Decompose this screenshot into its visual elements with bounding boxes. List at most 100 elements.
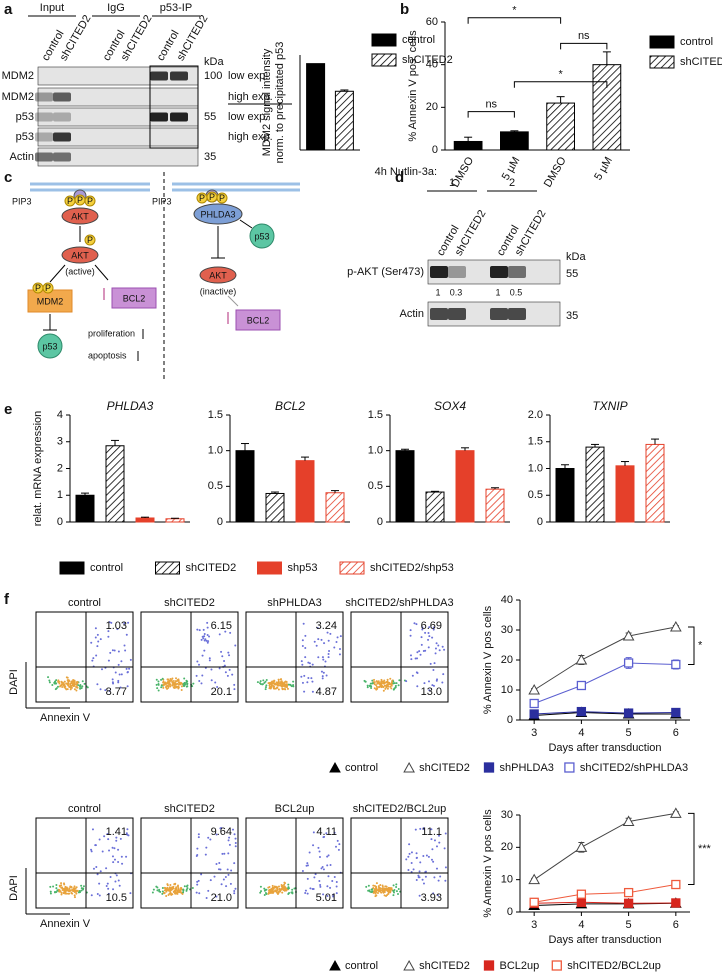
flow-dot — [196, 628, 199, 631]
flow-dot — [156, 889, 159, 892]
flow-dot — [207, 836, 210, 839]
flow-dot — [71, 889, 74, 892]
flow-dot — [262, 679, 265, 682]
flow-dot — [371, 890, 374, 893]
flow-dot — [129, 658, 132, 661]
flow-dot — [234, 841, 237, 844]
flow-dot — [53, 682, 56, 685]
flow-dot — [286, 687, 289, 690]
flow-dot — [438, 841, 441, 844]
group-label: IgG — [107, 2, 125, 14]
exposure-label: high exp. — [228, 131, 273, 143]
flow-dot — [427, 646, 430, 649]
y-tick-label: 2.0 — [528, 409, 543, 421]
flow-dot — [392, 894, 395, 897]
flow-dot — [442, 673, 445, 676]
flow-dot — [220, 883, 223, 886]
flow-dot — [220, 650, 223, 653]
flow-dot — [69, 885, 72, 888]
flow-dot — [60, 893, 63, 896]
band — [170, 71, 188, 81]
quadrant-value: 10.5 — [106, 892, 127, 904]
row-label: Actin — [400, 308, 424, 320]
flow-dot — [202, 637, 205, 640]
bracket — [688, 626, 695, 665]
flow-dot — [312, 844, 315, 847]
bracket — [467, 111, 515, 118]
x-axis-label: Days after transduction — [548, 742, 661, 754]
bar — [135, 517, 155, 523]
flow-dot — [376, 891, 379, 894]
legend-swatch — [649, 35, 675, 49]
flow-dot — [321, 865, 324, 868]
flow-dot — [68, 887, 71, 890]
y-tick-label: 0 — [507, 714, 513, 726]
point — [671, 898, 681, 908]
flow-dot — [375, 684, 378, 687]
point — [671, 707, 681, 718]
legend-label: control — [345, 960, 378, 972]
flow-dot — [264, 686, 267, 689]
flow-dot — [117, 679, 120, 682]
flow-dot — [224, 875, 227, 878]
flow-dot — [65, 889, 68, 892]
flow-dot — [62, 684, 65, 687]
flow-dot — [280, 682, 283, 685]
flow-dot — [430, 828, 433, 831]
quadrant-value: 1.41 — [106, 826, 127, 838]
flow-dot — [81, 887, 84, 890]
flow-dot — [169, 884, 172, 887]
flow-dot — [57, 680, 60, 683]
point — [671, 659, 681, 670]
flow-dot — [175, 677, 178, 680]
flow-dot — [163, 889, 166, 892]
flow-dot — [86, 686, 89, 689]
flow-dot — [292, 684, 295, 687]
flow-dot — [377, 680, 380, 683]
flow-dot — [373, 888, 376, 891]
flow-dot — [369, 684, 372, 687]
bar — [395, 450, 415, 523]
band — [448, 266, 466, 278]
flow-dot — [123, 644, 126, 647]
y-tick-label: 0 — [432, 144, 438, 156]
y-tick-label: 0 — [217, 516, 223, 528]
line — [533, 626, 676, 691]
quadrant-value: 13.0 — [421, 686, 442, 698]
quadrant-value: 21.0 — [211, 892, 232, 904]
flow-dot — [369, 682, 372, 685]
flow-dot — [62, 682, 65, 685]
flow-dot — [326, 864, 329, 867]
flow-dot — [205, 896, 208, 899]
flow-axis-arrow — [25, 662, 70, 709]
flow-dot — [195, 854, 198, 857]
bar — [105, 445, 125, 523]
flow-dot — [379, 683, 382, 686]
band — [448, 308, 466, 320]
flow-dot — [327, 639, 330, 642]
flow-dot — [171, 680, 174, 683]
flow-dot — [51, 683, 54, 686]
flow-dot — [432, 668, 435, 671]
flow-dot — [69, 684, 72, 687]
flow-dot — [274, 683, 277, 686]
legend-label: shCITED2/shPHLDA3 — [580, 762, 688, 774]
flow-dot — [125, 667, 128, 670]
flow-dot — [55, 890, 58, 893]
quadrant-value: 5.01 — [316, 892, 337, 904]
flow-dot — [169, 886, 172, 889]
point — [623, 708, 634, 718]
flow-dot — [158, 890, 161, 893]
flow-dot — [436, 894, 439, 897]
band — [430, 266, 448, 278]
flow-dot — [276, 686, 279, 689]
flow-dot — [170, 679, 173, 682]
flow-dot — [112, 861, 115, 864]
flow-title: BCL2up — [275, 803, 315, 815]
flow-dot — [96, 873, 99, 876]
flow-dot — [439, 875, 442, 878]
band — [35, 132, 53, 142]
flow-dot — [166, 884, 169, 887]
flow-dot — [363, 679, 366, 682]
flow-dot — [170, 893, 173, 896]
